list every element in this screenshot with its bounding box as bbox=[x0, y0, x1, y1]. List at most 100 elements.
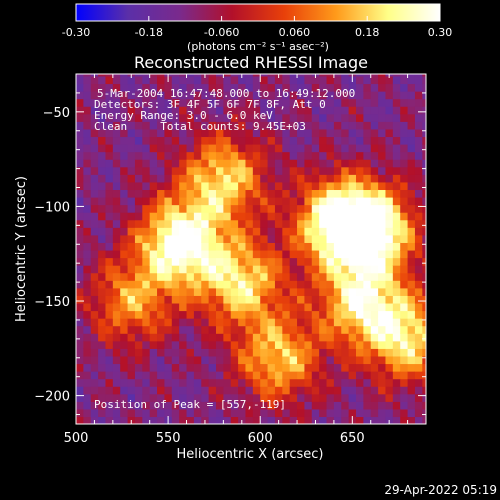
heatmap-cell bbox=[414, 280, 423, 289]
heatmap-cell bbox=[267, 227, 276, 236]
heatmap-cell bbox=[414, 174, 423, 183]
heatmap-cell bbox=[157, 287, 166, 296]
heatmap-cell bbox=[378, 363, 387, 372]
heatmap-cell bbox=[414, 234, 423, 243]
heatmap-cell bbox=[333, 159, 342, 168]
heatmap-cell bbox=[385, 393, 394, 402]
heatmap-cell bbox=[149, 265, 158, 274]
heatmap-cell bbox=[208, 371, 217, 380]
heatmap-cell bbox=[238, 280, 247, 289]
heatmap-cell bbox=[134, 393, 143, 402]
heatmap-cell bbox=[297, 348, 306, 357]
heatmap-cell bbox=[274, 113, 283, 122]
heatmap-cell bbox=[385, 196, 394, 206]
heatmap-cell bbox=[149, 196, 158, 206]
heatmap-cell bbox=[297, 219, 306, 228]
heatmap-cell bbox=[230, 144, 239, 153]
heatmap-cell bbox=[341, 371, 350, 380]
heatmap-cell bbox=[98, 98, 107, 107]
heatmap-cell bbox=[98, 295, 107, 304]
heatmap-cell bbox=[76, 136, 84, 145]
heatmap-cell bbox=[363, 212, 372, 221]
heatmap-cell bbox=[370, 113, 379, 122]
heatmap-cell bbox=[414, 106, 423, 115]
heatmap-cell bbox=[83, 91, 92, 100]
heatmap-cell bbox=[186, 386, 195, 395]
heatmap-cell bbox=[407, 363, 416, 372]
heatmap-cell bbox=[223, 83, 232, 92]
heatmap-cell bbox=[370, 340, 379, 349]
chart-title: Reconstructed RHESSI Image bbox=[134, 53, 368, 72]
heatmap-cell bbox=[105, 272, 114, 281]
heatmap-cell bbox=[230, 128, 239, 138]
heatmap-cell bbox=[341, 136, 350, 145]
heatmap-cell bbox=[186, 98, 195, 107]
heatmap-cell bbox=[238, 318, 247, 327]
heatmap-cell bbox=[326, 219, 335, 228]
heatmap-cell bbox=[341, 106, 350, 115]
heatmap-cell bbox=[282, 287, 291, 296]
heatmap-cell bbox=[363, 128, 372, 138]
heatmap-cell bbox=[142, 75, 151, 85]
heatmap-cell bbox=[98, 325, 107, 334]
heatmap-cell bbox=[186, 91, 195, 100]
heatmap-cell bbox=[193, 74, 202, 77]
heatmap-cell bbox=[223, 219, 232, 228]
heatmap-cell bbox=[400, 106, 409, 115]
heatmap-cell bbox=[238, 128, 247, 138]
heatmap-cell bbox=[216, 371, 224, 380]
heatmap-cell bbox=[341, 265, 350, 274]
heatmap-cell bbox=[252, 355, 261, 365]
heatmap-cell bbox=[120, 159, 129, 168]
heatmap-cell bbox=[326, 128, 335, 138]
heatmap-cell bbox=[238, 136, 247, 145]
heatmap-cell bbox=[356, 295, 364, 304]
heatmap-cell bbox=[245, 128, 254, 138]
heatmap-cell bbox=[201, 242, 210, 251]
heatmap-cell bbox=[83, 325, 92, 334]
heatmap-cell bbox=[149, 136, 158, 145]
x-axis-label: Heliocentric X (arcsec) bbox=[177, 447, 324, 462]
heatmap-cell bbox=[127, 310, 136, 319]
heatmap-cell bbox=[282, 272, 291, 281]
heatmap-cell bbox=[289, 75, 298, 85]
heatmap-cell bbox=[105, 144, 114, 153]
heatmap-cell bbox=[356, 75, 364, 85]
heatmap-cell bbox=[157, 234, 166, 243]
heatmap-cell bbox=[186, 234, 195, 243]
heatmap-cell bbox=[142, 151, 151, 160]
heatmap-cell bbox=[370, 416, 379, 424]
heatmap-cell bbox=[179, 98, 188, 107]
heatmap-cell bbox=[267, 302, 276, 312]
heatmap-cell bbox=[267, 136, 276, 145]
heatmap-cell bbox=[385, 280, 394, 289]
heatmap-cell bbox=[149, 378, 158, 387]
heatmap-cell bbox=[120, 265, 129, 274]
heatmap-cell bbox=[98, 302, 107, 312]
heatmap-cell bbox=[260, 378, 269, 387]
heatmap-cell bbox=[392, 106, 401, 115]
heatmap-cell bbox=[289, 295, 298, 304]
heatmap-cell bbox=[378, 257, 387, 266]
heatmap-cell bbox=[193, 181, 202, 191]
heatmap-cell bbox=[252, 166, 261, 175]
heatmap-cell bbox=[179, 265, 188, 274]
heatmap-cell bbox=[134, 181, 143, 191]
heatmap-cell bbox=[378, 151, 387, 160]
heatmap-cell bbox=[414, 212, 423, 221]
heatmap-cell bbox=[260, 333, 269, 342]
heatmap-cell bbox=[304, 295, 313, 304]
heatmap-cell bbox=[356, 287, 364, 296]
heatmap-cell bbox=[164, 166, 173, 175]
heatmap-cell bbox=[326, 249, 335, 259]
heatmap-cell bbox=[414, 265, 423, 274]
heatmap-cell bbox=[400, 371, 409, 380]
heatmap-cell bbox=[186, 310, 195, 319]
heatmap-cell bbox=[378, 272, 387, 281]
heatmap-cell bbox=[414, 91, 423, 100]
heatmap-cell bbox=[289, 280, 298, 289]
heatmap-cell bbox=[230, 408, 239, 418]
heatmap-cell bbox=[134, 280, 143, 289]
heatmap-cell bbox=[333, 166, 342, 175]
heatmap-cell bbox=[112, 302, 121, 312]
